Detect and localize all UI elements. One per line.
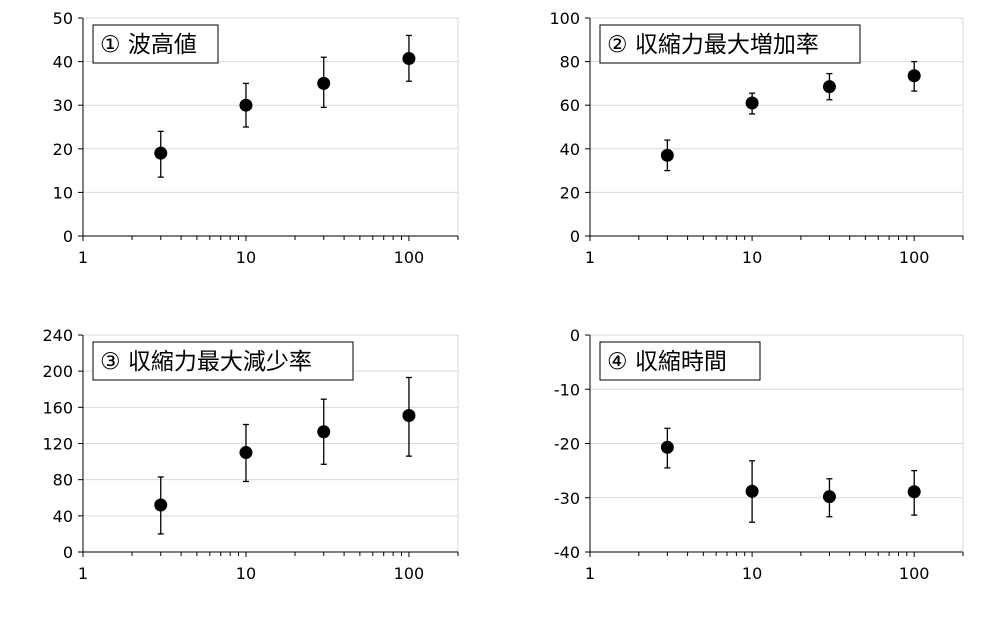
x-tick-label: 1: [585, 564, 595, 583]
x-tick-label: 100: [394, 248, 425, 267]
chart-title: ③ 収縮力最大減少率: [100, 349, 312, 375]
data-point: [745, 484, 759, 498]
y-tick-label: 0: [570, 227, 580, 246]
chart-title: ① 波高値: [100, 32, 197, 58]
chart-panel-2: 0 20 40 60 80 100 1 10 100 ② 収縮力最大増加率: [549, 9, 964, 267]
data-point: [402, 408, 416, 422]
y-tick-label: 40: [53, 507, 73, 526]
y-tick-label: 160: [42, 398, 73, 417]
y-tick-label: 50: [53, 9, 73, 28]
data-point: [907, 69, 921, 83]
y-tick-label: 120: [42, 435, 73, 454]
x-tick-label: 100: [899, 564, 930, 583]
x-tick-label: 10: [236, 248, 256, 267]
y-tick-label: 0: [63, 543, 73, 562]
chart-panel-4: -40 -30 -20 -10 0 1 10 100 ④ 収縮時間: [554, 326, 964, 583]
y-tick-label: -10: [554, 380, 580, 399]
title-box: [599, 24, 861, 64]
data-point: [154, 498, 168, 512]
y-tick-label: 0: [570, 326, 580, 345]
y-tick-label: 40: [53, 53, 73, 72]
title-box: [92, 24, 219, 64]
data-point: [660, 148, 674, 162]
title-box: [599, 341, 761, 381]
x-tick-label: 100: [394, 564, 425, 583]
y-tick-label: 80: [560, 53, 580, 72]
y-tick-label: 20: [53, 140, 73, 159]
y-tick-label: 40: [560, 140, 580, 159]
y-tick-label: 60: [560, 96, 580, 115]
y-tick-label: -40: [554, 543, 580, 562]
y-tick-label: 80: [53, 471, 73, 490]
x-tick-label: 1: [585, 248, 595, 267]
data-point: [907, 485, 921, 499]
y-tick-label: 0: [63, 227, 73, 246]
x-tick-label: 10: [742, 248, 762, 267]
chart-title: ② 収縮力最大増加率: [607, 32, 819, 58]
chart-title: ④ 収縮時間: [607, 349, 727, 375]
x-tick-label: 100: [899, 248, 930, 267]
title-box: [92, 341, 354, 381]
y-tick-label: 20: [560, 183, 580, 202]
y-tick-label: -20: [554, 435, 580, 454]
y-tick-label: 100: [549, 9, 580, 28]
y-tick-label: 10: [53, 183, 73, 202]
data-point: [239, 98, 253, 112]
chart-panel-3: 0 40 80 120 160 200 240 1 10 100 ③ 収縮力最大減少率: [42, 326, 459, 583]
x-tick-label: 10: [236, 564, 256, 583]
y-tick-label: 200: [42, 362, 73, 381]
y-tick-label: 30: [53, 96, 73, 115]
x-tick-label: 1: [78, 564, 88, 583]
data-point: [660, 440, 674, 454]
chart-panel-1: 0 10 20 30 40 50 1 10 100 ① 波高値: [53, 9, 459, 267]
data-point: [822, 80, 836, 94]
data-point: [154, 146, 168, 160]
data-point: [317, 76, 331, 90]
y-tick-label: 240: [42, 326, 73, 345]
x-tick-label: 1: [78, 248, 88, 267]
data-point: [745, 96, 759, 110]
y-tick-label: -30: [554, 489, 580, 508]
data-point: [402, 52, 416, 66]
x-tick-label: 10: [742, 564, 762, 583]
data-point: [822, 490, 836, 504]
data-point: [317, 425, 331, 439]
data-point: [239, 446, 253, 460]
